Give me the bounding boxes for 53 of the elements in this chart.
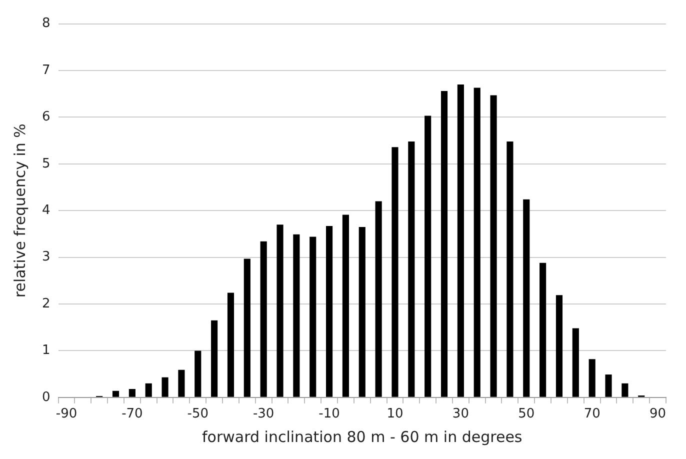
bar (572, 328, 579, 397)
bar (605, 374, 612, 397)
x-tick-label: 90 (650, 406, 666, 422)
bar (211, 320, 218, 397)
bar (145, 383, 152, 397)
bar (474, 88, 480, 397)
x-tick-label: -50 (187, 406, 208, 422)
bar (358, 226, 366, 397)
bar (194, 350, 202, 397)
bar (178, 370, 185, 397)
bar (440, 91, 448, 397)
y-axis-title: relative frequency in % (10, 124, 29, 298)
y-tick-label: 3 (42, 250, 50, 265)
bar (128, 388, 136, 397)
bar (293, 234, 300, 397)
bar (342, 214, 349, 397)
bar (506, 141, 514, 397)
bar (112, 390, 120, 397)
y-tick-label: 8 (42, 16, 50, 32)
x-tick-label: -10 (318, 406, 340, 422)
x-axis-title: forward inclination 80 m - 60 m in degrees (202, 428, 522, 446)
y-tick-label: 0 (42, 390, 50, 405)
bar (622, 383, 628, 397)
bar (457, 84, 464, 397)
bar (260, 241, 267, 397)
bar (588, 359, 596, 397)
x-tick-label: 30 (452, 406, 469, 422)
bar (276, 224, 284, 397)
bar (326, 226, 333, 397)
bar (408, 141, 415, 397)
y-tick-label: 4 (42, 202, 50, 218)
x-tick-label: 50 (518, 406, 535, 422)
y-tick-label: 1 (42, 343, 50, 358)
bar (490, 95, 497, 397)
x-tick-label: -90 (56, 406, 78, 422)
bar (540, 262, 546, 397)
y-tick-label: 5 (42, 156, 50, 172)
x-tick-label: -30 (252, 406, 274, 422)
bar (227, 292, 234, 397)
bar (375, 201, 382, 397)
y-tick-label: 2 (42, 296, 50, 312)
x-tick-label: 70 (584, 406, 600, 422)
bar (392, 147, 398, 397)
bar (424, 116, 432, 397)
x-tick-label: 10 (386, 406, 404, 422)
bar (310, 236, 316, 397)
bar (523, 199, 530, 397)
bar (244, 258, 250, 397)
y-tick-label: 7 (42, 62, 50, 78)
y-tick-label: 6 (42, 110, 50, 125)
x-tick-label: -70 (122, 406, 143, 422)
bar (162, 377, 168, 397)
bar (556, 295, 563, 397)
